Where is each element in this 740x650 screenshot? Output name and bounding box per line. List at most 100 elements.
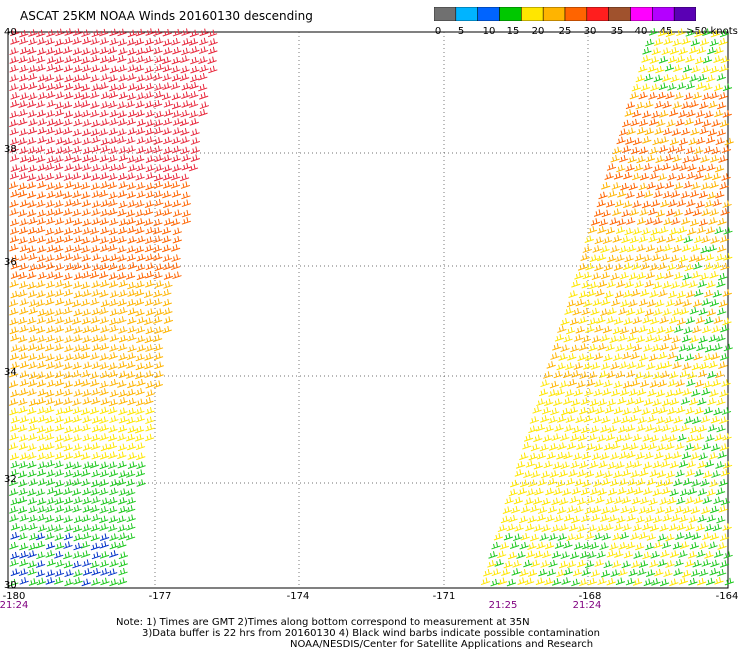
wind-barb (28, 29, 38, 37)
wind-barb (54, 56, 65, 65)
wind-barb (592, 245, 602, 253)
wind-barb (663, 452, 673, 461)
wind-barb (618, 568, 628, 577)
wind-barb (683, 235, 693, 244)
wind-barb (135, 100, 145, 109)
wind-barb (127, 92, 137, 101)
wind-barb (702, 532, 712, 541)
wind-barb (661, 398, 672, 407)
wind-barb (575, 326, 585, 334)
wind-barb (594, 236, 604, 245)
wind-barb (135, 28, 145, 37)
wind-barb (604, 523, 614, 532)
wind-barb (27, 550, 37, 558)
wind-barb (563, 514, 574, 522)
wind-barb (145, 262, 155, 271)
wind-barb (678, 344, 689, 352)
wind-barb (698, 335, 708, 344)
wind-barb (127, 38, 137, 46)
wind-barb (631, 262, 642, 270)
wind-barb (544, 577, 554, 586)
wind-barb (618, 425, 628, 433)
wind-barb (118, 335, 129, 343)
wind-barb (709, 155, 720, 163)
wind-barb (127, 407, 137, 416)
wind-barb (81, 245, 91, 254)
wind-barb (681, 37, 691, 45)
wind-barb (81, 578, 91, 587)
wind-barb (108, 191, 118, 200)
wind-barb (578, 407, 589, 415)
wind-barb (540, 415, 550, 423)
wind-barb (55, 407, 65, 416)
wind-barb (671, 217, 681, 226)
wind-barb (723, 253, 733, 261)
wind-barb (604, 290, 614, 299)
wind-barb (163, 100, 173, 108)
wind-barb (568, 406, 579, 415)
wind-barb (8, 181, 19, 190)
wind-barb (570, 551, 580, 560)
wind-barb (72, 198, 82, 207)
wind-barb (63, 452, 74, 460)
wind-barb (619, 361, 629, 370)
wind-barb (596, 550, 606, 559)
wind-barb (54, 108, 65, 117)
wind-barb (686, 109, 696, 118)
wind-barb (109, 533, 119, 541)
wind-barb (108, 199, 118, 207)
wind-barb (108, 262, 118, 271)
wind-barb (708, 541, 718, 550)
wind-barb (568, 469, 578, 477)
wind-barb (571, 370, 581, 378)
wind-barb (659, 316, 669, 324)
wind-barb (171, 73, 182, 82)
wind-barb (690, 127, 700, 136)
wind-barb (19, 199, 30, 208)
wind-barb (683, 92, 694, 101)
wind-barb (19, 218, 29, 227)
wind-barb (90, 64, 101, 73)
wind-barb (36, 100, 46, 109)
wind-barb (593, 209, 604, 217)
wind-barb (704, 460, 715, 468)
wind-barb (45, 227, 55, 236)
wind-barb (9, 119, 19, 128)
wind-barb (81, 236, 91, 245)
wind-barb (108, 451, 118, 459)
wind-barb (135, 209, 145, 218)
wind-barb (587, 551, 597, 559)
wind-barb (118, 567, 128, 576)
wind-barb (572, 425, 582, 434)
lon-label-180: -180 (2, 591, 26, 602)
wind-barb (154, 164, 164, 172)
wind-barb (153, 253, 163, 261)
wind-barb (81, 478, 91, 487)
wind-barb (665, 299, 676, 307)
wind-barb (649, 469, 659, 478)
wind-barb (35, 299, 46, 308)
wind-barb (707, 397, 717, 406)
wind-barb (181, 100, 191, 108)
wind-barb (711, 325, 721, 334)
wind-barb (91, 388, 101, 396)
wind-barb (172, 209, 183, 218)
wind-barb (548, 559, 558, 568)
wind-barb (704, 262, 714, 271)
wind-barb (9, 424, 20, 432)
wind-barb (144, 45, 154, 54)
wind-barb (604, 172, 614, 180)
wind-barb (91, 551, 102, 560)
wind-barb (19, 577, 29, 585)
wind-barb (99, 515, 109, 524)
wind-barb (541, 524, 551, 532)
wind-barb (126, 470, 136, 478)
wind-barb (652, 164, 663, 173)
wind-barb (516, 551, 526, 559)
wind-barb (584, 560, 595, 569)
wind-barb (670, 74, 680, 83)
wind-barb (718, 38, 728, 46)
wind-barb (624, 254, 634, 263)
wind-barb (109, 253, 119, 262)
wind-barb (678, 577, 689, 585)
